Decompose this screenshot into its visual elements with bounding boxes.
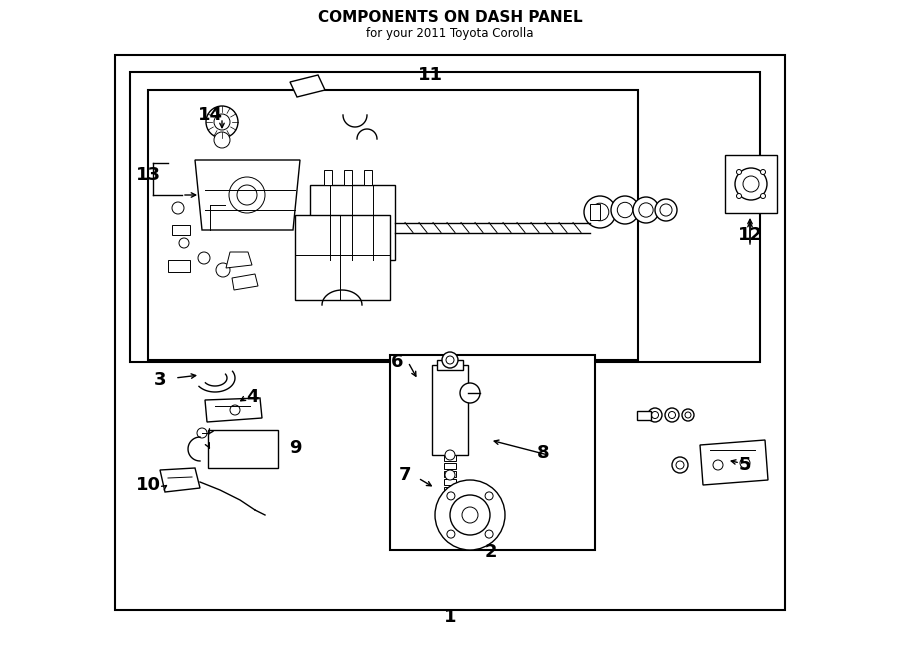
Circle shape — [676, 461, 684, 469]
Bar — [344, 170, 352, 185]
Circle shape — [216, 263, 230, 277]
Circle shape — [237, 185, 257, 205]
Text: 5: 5 — [739, 456, 752, 474]
Circle shape — [743, 176, 759, 192]
Circle shape — [682, 409, 694, 421]
Circle shape — [736, 194, 742, 198]
Circle shape — [760, 194, 766, 198]
Bar — [444, 495, 456, 501]
Bar — [437, 360, 463, 370]
Circle shape — [740, 458, 750, 468]
Circle shape — [445, 450, 455, 460]
Circle shape — [460, 383, 480, 403]
Text: 13: 13 — [136, 166, 160, 184]
Bar — [444, 455, 456, 461]
Circle shape — [665, 408, 679, 422]
Circle shape — [214, 114, 230, 130]
Circle shape — [617, 202, 633, 217]
Text: 3: 3 — [154, 371, 166, 389]
Circle shape — [652, 412, 659, 418]
Circle shape — [713, 460, 723, 470]
Circle shape — [445, 490, 455, 500]
Text: 14: 14 — [197, 106, 222, 124]
Text: 6: 6 — [391, 353, 403, 371]
Circle shape — [660, 204, 672, 216]
Circle shape — [736, 169, 742, 175]
Bar — [172, 225, 190, 235]
Polygon shape — [700, 440, 768, 485]
Bar — [444, 463, 456, 469]
Circle shape — [229, 177, 265, 213]
Polygon shape — [160, 468, 200, 492]
Bar — [444, 479, 456, 485]
Text: 11: 11 — [418, 66, 443, 84]
Text: 8: 8 — [536, 444, 549, 462]
Text: COMPONENTS ON DASH PANEL: COMPONENTS ON DASH PANEL — [318, 11, 582, 26]
Polygon shape — [205, 398, 262, 422]
Bar — [168, 260, 190, 272]
Bar — [130, 72, 760, 362]
Circle shape — [206, 106, 238, 138]
Circle shape — [214, 132, 230, 148]
Text: 1: 1 — [444, 608, 456, 626]
Bar — [444, 503, 456, 509]
Text: 12: 12 — [737, 226, 762, 244]
Bar — [310, 185, 395, 260]
Bar — [390, 355, 595, 550]
Circle shape — [462, 507, 478, 523]
Polygon shape — [195, 160, 300, 230]
Text: 4: 4 — [246, 388, 258, 406]
Polygon shape — [637, 411, 651, 420]
Polygon shape — [226, 252, 252, 268]
Bar — [324, 170, 332, 185]
Circle shape — [685, 412, 691, 418]
Circle shape — [485, 530, 493, 538]
Polygon shape — [290, 75, 325, 97]
Bar — [295, 215, 390, 300]
Bar — [148, 90, 638, 360]
Circle shape — [760, 169, 766, 175]
Circle shape — [446, 356, 454, 364]
Circle shape — [633, 197, 659, 223]
Bar — [432, 365, 468, 455]
Circle shape — [591, 203, 608, 221]
Text: 2: 2 — [485, 543, 497, 561]
Circle shape — [648, 408, 662, 422]
Circle shape — [611, 196, 639, 224]
Bar — [364, 170, 372, 185]
Circle shape — [450, 495, 490, 535]
Bar — [208, 430, 278, 468]
Circle shape — [172, 202, 184, 214]
Circle shape — [198, 252, 210, 264]
Text: for your 2011 Toyota Corolla: for your 2011 Toyota Corolla — [366, 26, 534, 40]
Text: 7: 7 — [399, 466, 411, 484]
Bar — [725, 155, 777, 213]
Text: 10: 10 — [136, 476, 160, 494]
Bar — [444, 487, 456, 493]
Bar — [590, 204, 600, 220]
Circle shape — [485, 492, 493, 500]
Circle shape — [639, 203, 653, 217]
Circle shape — [672, 457, 688, 473]
Circle shape — [230, 405, 240, 415]
Circle shape — [197, 428, 207, 438]
Circle shape — [445, 470, 455, 480]
Polygon shape — [232, 274, 258, 290]
Circle shape — [584, 196, 616, 228]
Bar — [444, 471, 456, 477]
Circle shape — [435, 480, 505, 550]
Circle shape — [655, 199, 677, 221]
Circle shape — [447, 492, 454, 500]
Circle shape — [442, 352, 458, 368]
Circle shape — [447, 530, 454, 538]
Circle shape — [179, 238, 189, 248]
Bar — [115, 55, 785, 610]
Circle shape — [735, 168, 767, 200]
Text: 9: 9 — [289, 439, 302, 457]
Circle shape — [669, 412, 676, 418]
